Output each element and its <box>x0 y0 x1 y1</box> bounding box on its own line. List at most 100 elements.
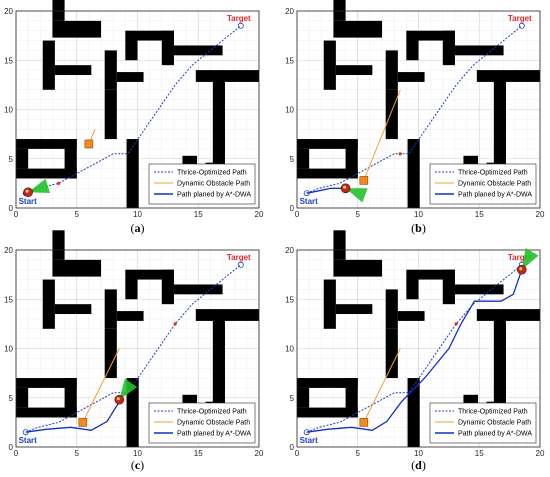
y-tick-label: 10 <box>285 106 294 115</box>
obstacle-block <box>333 259 383 277</box>
obstacle-block <box>64 378 77 418</box>
y-tick-label: 5 <box>9 155 14 164</box>
obstacle-block <box>406 30 419 61</box>
legend-box <box>148 163 256 205</box>
x-tick-label: 0 <box>14 449 19 458</box>
y-tick-label: 5 <box>290 155 295 164</box>
obstacle-block <box>476 309 540 321</box>
obstacle-block <box>173 284 223 295</box>
robot-marker-highlight <box>343 185 347 189</box>
legend-box <box>429 163 537 205</box>
obstacle-block <box>407 378 420 447</box>
start-label: Start <box>300 197 319 206</box>
robot-heading-cone <box>521 248 539 270</box>
robot-marker-highlight <box>519 267 523 271</box>
obstacle-block <box>52 0 65 21</box>
obstacle-block <box>385 289 398 329</box>
x-tick-label: 0 <box>14 210 19 219</box>
obstacle-block <box>126 139 139 208</box>
x-tick-label: 15 <box>475 210 484 219</box>
obstacle-block <box>333 0 346 21</box>
target-label: Target <box>508 253 532 262</box>
y-tick-label: 15 <box>285 56 294 65</box>
dwa-path-line <box>306 269 523 433</box>
obstacle-block <box>397 72 425 82</box>
start-label: Start <box>19 197 38 206</box>
dwa-path-line <box>25 399 122 433</box>
x-tick-label: 5 <box>356 449 361 458</box>
obstacle-block <box>385 89 398 140</box>
obstacle-block <box>104 50 117 90</box>
obstacle-block <box>297 387 310 408</box>
robot-marker-highlight <box>116 397 120 401</box>
obstacle-block <box>161 30 174 66</box>
start-label: Start <box>300 436 319 445</box>
obstacle-block <box>16 378 77 388</box>
obstacle-block <box>126 378 139 447</box>
dynamic-obstacle-marker <box>78 418 88 427</box>
obstacle-block <box>323 279 336 329</box>
x-tick-label: 15 <box>194 210 203 219</box>
obstacle-block <box>297 168 358 179</box>
x-tick-label: 0 <box>295 210 300 219</box>
robot-heading-cone <box>119 378 138 400</box>
start-label: Start <box>19 436 38 445</box>
obstacle-block <box>64 139 77 179</box>
x-tick-label: 5 <box>356 210 361 219</box>
waypoint-marker <box>56 181 61 185</box>
obstacle-block <box>335 65 373 76</box>
legend-entry: Thrice-Optimized Path <box>458 170 528 177</box>
x-tick-label: 0 <box>295 449 300 458</box>
obstacle-block <box>42 279 55 329</box>
obstacle-block <box>406 269 419 300</box>
legend-entry: Dynamic Obstacle Path <box>458 420 531 427</box>
panel-caption: (c) <box>131 458 144 472</box>
y-tick-label: 20 <box>4 7 13 16</box>
panel-caption: (a) <box>131 221 145 235</box>
target-label: Target <box>227 14 251 23</box>
obstacle-block <box>407 139 420 208</box>
obstacle-block <box>345 378 358 418</box>
x-tick-label: 20 <box>536 210 545 219</box>
start-marker <box>303 429 310 436</box>
legend-entry: Thrice-Optimized Path <box>458 409 528 416</box>
obstacle-block <box>104 328 117 379</box>
robot-heading-cone <box>28 178 51 193</box>
y-tick-label: 20 <box>285 7 294 16</box>
panel-b: 0 5 10 15 20 0 5 10 15 20 Target Start Thrice-Optimi… <box>285 0 545 235</box>
x-tick-label: 15 <box>475 449 484 458</box>
start-marker <box>22 429 29 436</box>
obstacle-block <box>125 269 138 300</box>
dynamic-obstacle-path-line <box>363 89 401 181</box>
obstacle-block <box>16 139 77 149</box>
obstacle-block <box>195 70 259 82</box>
dynamic-obstacle-marker <box>359 418 369 427</box>
obstacle-block <box>442 30 455 66</box>
target-label: Target <box>227 253 251 262</box>
y-tick-label: 5 <box>290 394 295 403</box>
obstacle-block <box>16 168 77 179</box>
panel-a: 0 5 10 15 20 0 5 10 15 20 Target Start Thrice-Optimi… <box>4 0 264 235</box>
obstacle-block <box>345 139 358 179</box>
obstacle-block <box>297 378 358 388</box>
target-marker <box>237 261 244 268</box>
y-tick-label: 20 <box>4 246 13 255</box>
x-tick-label: 5 <box>75 210 80 219</box>
target-marker <box>237 22 244 29</box>
y-tick-label: 0 <box>290 443 295 452</box>
obstacle-block <box>16 407 77 418</box>
legend-entry: Path planed by A*-DWA <box>177 431 251 438</box>
obstacle-block <box>323 40 336 90</box>
obstacle-block <box>297 148 310 169</box>
dynamic-obstacle-path-line <box>363 348 401 423</box>
legend-entry: Dynamic Obstacle Path <box>177 420 250 427</box>
obstacle-block <box>297 139 358 149</box>
legend-entry: Thrice-Optimized Path <box>177 170 247 177</box>
start-marker <box>303 190 310 197</box>
obstacle-block <box>16 387 29 408</box>
obstacle-block <box>385 328 398 379</box>
obstacle-block <box>418 30 455 41</box>
obstacle-block <box>52 230 65 260</box>
obstacle-block <box>397 311 425 321</box>
legend-entry: Path planed by A*-DWA <box>458 192 532 199</box>
